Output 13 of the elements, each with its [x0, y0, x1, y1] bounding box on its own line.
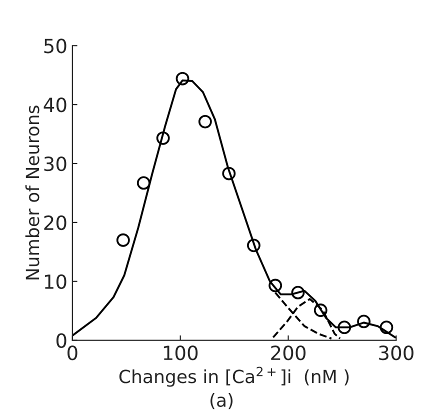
x-tick-label: 300 [379, 346, 414, 360]
text: (a) [210, 393, 233, 410]
x-tick-label: 100 [164, 346, 198, 360]
y-tick-label: 40 [44, 98, 66, 112]
x-tick-label: 0 [68, 346, 78, 360]
y-tick-label: 10 [44, 274, 66, 290]
y-tick-label: 50 [44, 38, 66, 54]
y-tick-label: 20 [44, 215, 66, 230]
x-tick-label: 200 [271, 346, 306, 360]
y-tick-label: 30 [44, 156, 66, 172]
y-tick-label: 0 [56, 333, 66, 348]
y-axis-title: Number of Neurons [25, 106, 40, 280]
x-axis-title: Changes in [Ca$^{2+}$]i (nM ) [119, 366, 349, 387]
